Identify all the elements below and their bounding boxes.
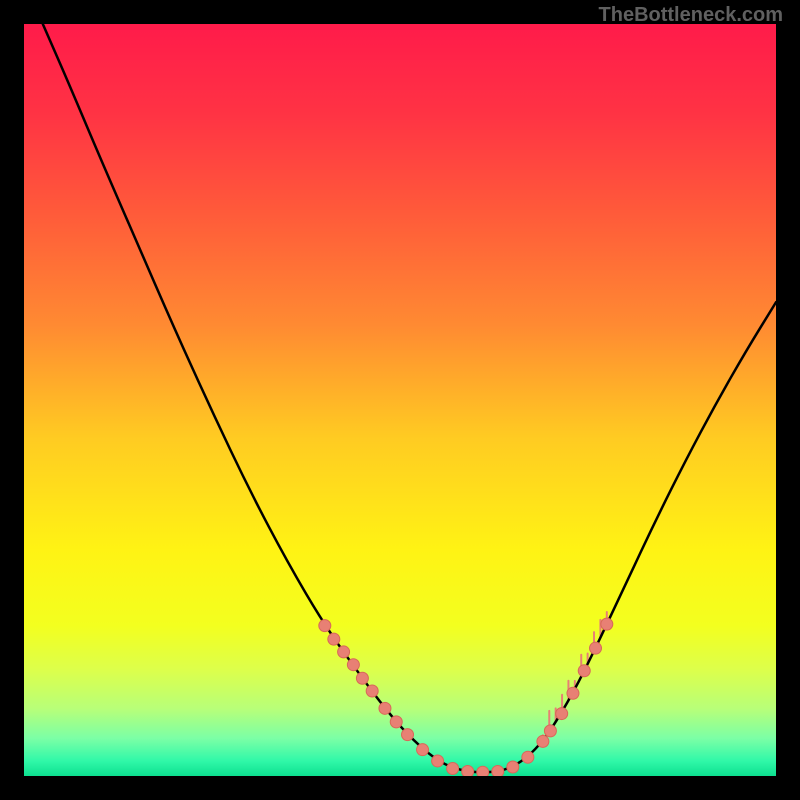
marker-dot [417, 744, 429, 756]
marker-dot [402, 729, 414, 741]
marker-dot [432, 755, 444, 767]
marker-dot [390, 716, 402, 728]
marker-dot [347, 659, 359, 671]
marker-dot [447, 762, 459, 774]
marker-group [319, 618, 613, 776]
marker-dot [590, 642, 602, 654]
marker-dot [556, 708, 568, 720]
plot-area [24, 24, 776, 776]
marker-dot [522, 751, 534, 763]
marker-dot [356, 672, 368, 684]
attribution-text: TheBottleneck.com [599, 4, 783, 27]
marker-dot [567, 687, 579, 699]
marker-dot [338, 646, 350, 658]
marker-dot [601, 618, 613, 630]
marker-dot [578, 665, 590, 677]
marker-dot [492, 765, 504, 776]
marker-dot [477, 766, 489, 776]
marker-dot [366, 685, 378, 697]
curve-layer [24, 24, 776, 776]
marker-dot [544, 725, 556, 737]
marker-dot [462, 765, 474, 776]
bottleneck-curve [43, 24, 776, 772]
marker-dot [328, 633, 340, 645]
marker-dot [507, 761, 519, 773]
fringe-tick-group [543, 612, 607, 740]
marker-dot [319, 620, 331, 632]
marker-dot [537, 735, 549, 747]
marker-dot [379, 702, 391, 714]
